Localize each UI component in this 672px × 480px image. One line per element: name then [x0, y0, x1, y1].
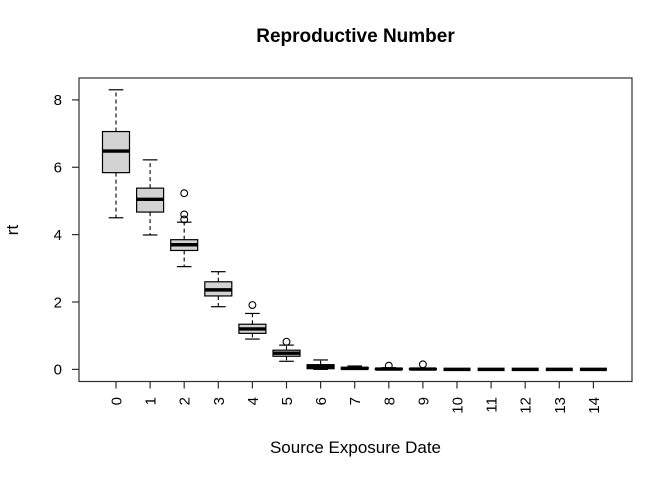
plot-frame	[78, 77, 633, 383]
outlier-point	[418, 360, 427, 369]
x-axis-tick-label: 1	[143, 397, 160, 405]
outlier-point	[180, 215, 189, 224]
chart-title: Reproductive Number	[256, 26, 455, 47]
x-axis-tick-label: 11	[484, 397, 501, 413]
y-axis-tick-label: 6	[54, 160, 62, 177]
x-axis-tick-label: 6	[313, 397, 330, 405]
x-axis-tick-label: 8	[381, 397, 398, 405]
x-axis-tick-label: 13	[552, 397, 569, 414]
y-axis-tick-label: 8	[54, 92, 62, 109]
x-axis-tick-label: 10	[450, 397, 467, 414]
y-axis-tick-label: 4	[54, 227, 62, 244]
y-axis-tick-label: 0	[54, 362, 62, 379]
x-axis-tick-label: 4	[245, 397, 262, 405]
x-axis-label: Source Exposure Date	[269, 438, 442, 457]
outlier-point	[180, 210, 189, 219]
x-axis-tick-label: 2	[177, 397, 194, 405]
x-axis-tick-label: 9	[415, 397, 432, 405]
outlier-point	[180, 189, 189, 198]
y-axis-label: rt	[3, 224, 22, 236]
x-axis-tick-label: 3	[211, 397, 228, 405]
x-axis-tick-label: 14	[586, 397, 603, 414]
outlier-point	[248, 301, 257, 309]
x-axis-tick-label: 7	[347, 397, 364, 405]
outlier-point	[282, 337, 291, 346]
x-axis-tick-label: 5	[279, 397, 296, 405]
x-axis-tick-label: 12	[518, 397, 535, 414]
x-axis-tick-label: 0	[109, 397, 126, 405]
y-axis-tick-label: 2	[54, 294, 62, 311]
outlier-point	[384, 361, 393, 370]
